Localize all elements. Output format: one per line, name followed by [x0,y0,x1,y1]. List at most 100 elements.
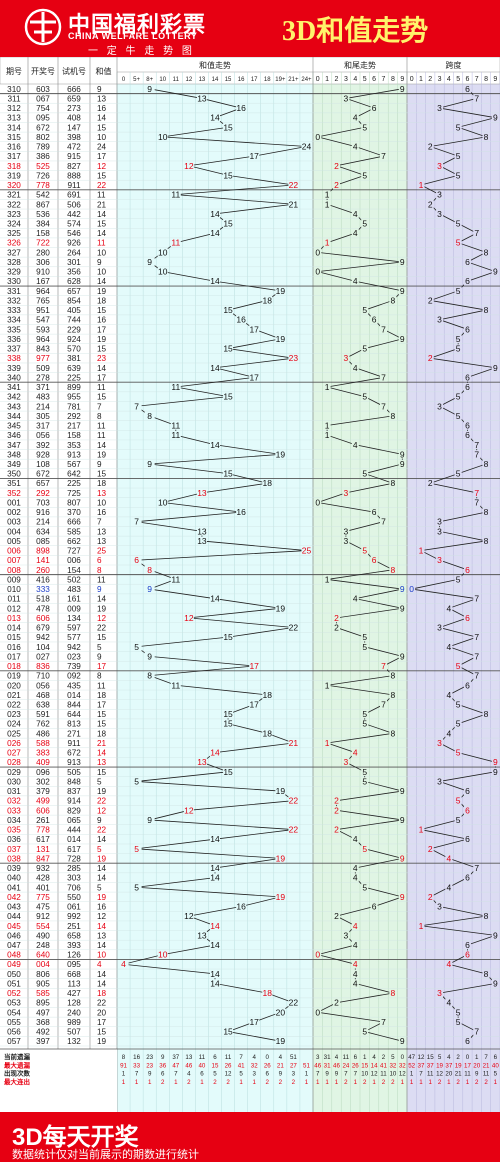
sum-cell: 20 [97,1008,107,1017]
period-cell: 011 [7,595,20,604]
sum-point-bg [223,1027,234,1036]
sum-stat-value: 91 [120,1062,127,1069]
tail-stat-value: 15 [361,1062,368,1069]
tail-point-label: 4 [353,276,358,286]
sum-point-label: 14 [210,209,220,219]
test-number-cell: 225 [67,373,81,382]
test-number-cell: 132 [67,1037,81,1046]
tail-stat-value: 5 [391,1054,395,1061]
sum-point-bg [144,84,155,94]
sum-cell: 12 [97,806,107,815]
sum-point-bg [223,719,234,728]
sum-point-bg [275,334,286,344]
sum-point-label: 13 [197,757,207,767]
sum-axis-label: 11 [173,77,180,83]
sum-point-label: 7 [134,517,139,527]
tail-point-label: 1 [325,382,330,392]
tail-axis-label: 4 [353,76,357,83]
tail-point-bg [398,459,406,469]
tail-point-label: 8 [391,411,396,421]
period-cell: 014 [7,624,21,633]
span-point-bg [463,382,471,392]
span-point-bg [491,363,499,372]
tail-point-bg [398,286,406,296]
sum-cell: 24 [97,143,107,152]
tail-point-bg [333,180,340,190]
test-number-cell: 739 [67,662,81,671]
tail-axis-label: 1 [325,76,329,83]
tail-point-label: 1 [325,738,330,748]
period-cell: 028 [7,758,21,767]
sum-cell: 9 [97,258,102,267]
sum-point-label: 14 [210,873,220,883]
open-number-cell: 248 [36,941,50,950]
sum-point-bg [249,700,260,709]
test-number-cell: 639 [67,364,81,373]
span-point-label: 2 [428,295,433,305]
sum-stat-value: 21 [277,1062,284,1069]
sum-point-label: 15 [223,1027,233,1037]
sum-cell: 18 [97,479,107,488]
open-number-cell: 158 [36,229,50,238]
tail-point-bg [351,113,359,122]
span-point-bg [463,786,471,796]
sum-stat-value: 2 [213,1079,217,1086]
sum-cell: 21 [97,200,107,209]
test-number-cell: 273 [67,104,81,113]
tail-stat-value: 26 [352,1062,359,1069]
open-number-cell: 964 [36,287,50,296]
sum-point-label: 15 [223,305,233,315]
sum-cell: 13 [97,758,107,767]
period-cell: 315 [7,133,21,142]
span-stat-value: 1 [410,1079,414,1086]
sum-cell: 11 [97,575,106,584]
open-number-cell: 392 [36,441,50,450]
sum-point-bg [223,123,234,132]
test-number-cell: 827 [67,162,81,171]
sum-cell: 13 [97,489,107,498]
tail-point-bg [333,825,340,834]
sum-point-label: 19 [276,286,286,296]
tail-point-label: 6 [372,315,377,325]
span-point-label: 6 [465,257,470,267]
span-point-label: 7 [474,488,479,498]
tail-point-label: 1 [325,680,330,690]
sum-point-bg [210,228,220,238]
sum-stat-value: 4 [187,1071,191,1078]
sum-point-label: 15 [223,632,233,642]
sum-point-bg [249,661,260,671]
test-number-cell: 408 [67,114,81,123]
period-cell: 325 [7,229,21,238]
test-number-cell: 992 [67,912,81,921]
sum-stat-value: 1 [148,1079,152,1086]
span-stat-value: 0 [466,1054,470,1061]
sum-point-label: 10 [158,132,168,142]
tail-point-label: 9 [400,84,405,94]
tail-point-bg [389,565,397,575]
sum-point-label: 19 [276,449,286,459]
tail-point-label: 5 [362,344,367,354]
open-number-cell: 775 [36,893,50,902]
span-stat-value: 9 [475,1071,479,1078]
tail-point-bg [370,315,378,324]
open-number-cell: 509 [36,364,50,373]
sum-stat-value: 1 [305,1079,309,1086]
sum-point-label: 20 [276,1007,286,1017]
tail-point-label: 4 [353,969,358,979]
tail-stat-value: 7 [344,1071,348,1078]
brand-name: 中国福利彩票 [68,12,207,37]
sum-cell: 16 [97,104,107,113]
tail-point-label: 1 [325,190,330,200]
tail-axis-label: 9 [400,76,404,83]
tail-point-label: 1 [325,421,330,431]
span-trend-line [411,88,497,1042]
sum-point-label: 17 [249,324,259,334]
sum-point-label: 19 [276,853,286,863]
open-number-cell: 585 [36,989,50,998]
test-number-cell: 691 [67,191,81,200]
tail-point-label: 7 [381,1017,386,1027]
sum-point-label: 9 [147,257,152,267]
sum-point-bg [157,267,168,276]
span-point-bg [445,960,453,969]
sum-point-label: 11 [171,574,180,584]
